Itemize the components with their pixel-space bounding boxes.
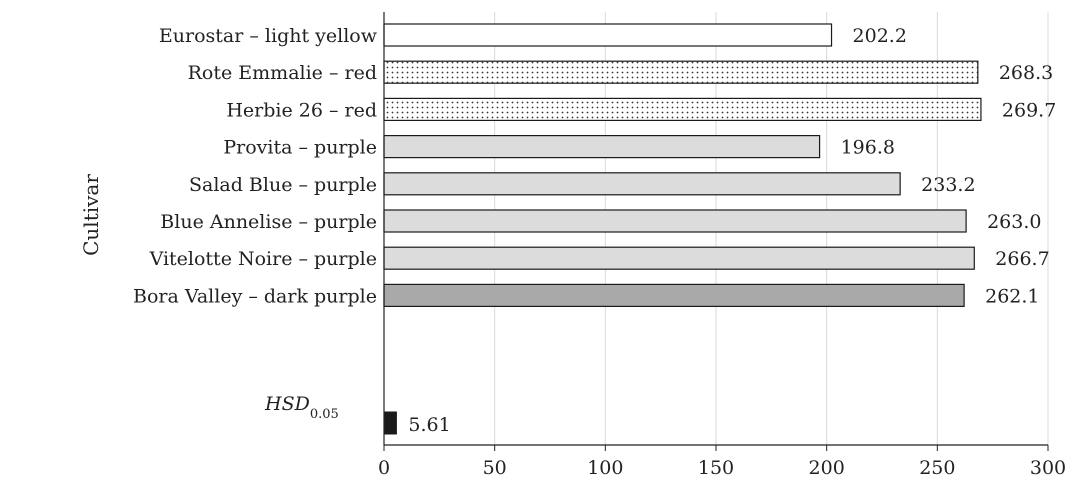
data-label: 262.1 bbox=[985, 285, 1039, 307]
data-label: 233.2 bbox=[921, 174, 975, 196]
category-label: Salad Blue – purple bbox=[189, 174, 377, 196]
bar bbox=[383, 97, 982, 122]
x-tick-label: 200 bbox=[809, 457, 845, 479]
category-label: Herbie 26 – red bbox=[226, 99, 377, 121]
x-tick-label: 300 bbox=[1030, 457, 1066, 479]
bar bbox=[383, 246, 975, 270]
category-label: Eurostar – light yellow bbox=[159, 25, 378, 47]
x-tick-label: 100 bbox=[587, 457, 623, 479]
data-label: 202.2 bbox=[853, 25, 907, 47]
data-label: 268.3 bbox=[999, 62, 1053, 84]
x-tick-label: 50 bbox=[483, 457, 507, 479]
axes bbox=[383, 12, 1048, 446]
x-tick-label: 250 bbox=[919, 457, 955, 479]
x-tick-labels: 0 50 100 150 200 250 300 bbox=[378, 457, 1066, 479]
bars: Eurostar – light yellow 202.2 Rote Emmalie… bbox=[133, 23, 1056, 436]
data-label: 196.8 bbox=[841, 137, 895, 159]
category-label: Rote Emmalie – red bbox=[188, 62, 377, 84]
bar bbox=[383, 60, 979, 84]
hsd-label: HSD0.05 bbox=[264, 393, 339, 422]
category-label: Provita – purple bbox=[223, 137, 377, 159]
bar bbox=[383, 283, 965, 307]
data-label: 263.0 bbox=[987, 211, 1041, 233]
category-label: Bora Valley – dark purple bbox=[133, 285, 377, 307]
bar bbox=[383, 23, 833, 47]
hsd-data-label: 5.61 bbox=[408, 414, 450, 436]
data-label: 266.7 bbox=[995, 248, 1049, 270]
category-label: Vitelotte Noire – purple bbox=[149, 248, 377, 270]
hsd-bar bbox=[383, 411, 397, 435]
bar bbox=[383, 135, 821, 159]
bar bbox=[383, 209, 967, 233]
x-tick-label: 150 bbox=[698, 457, 734, 479]
bar bbox=[383, 172, 901, 196]
y-axis-label: Cultivar bbox=[79, 174, 103, 256]
data-label: 269.7 bbox=[1002, 99, 1056, 121]
x-tick-label: 0 bbox=[378, 457, 390, 479]
category-label: Blue Annelise – purple bbox=[160, 211, 377, 233]
